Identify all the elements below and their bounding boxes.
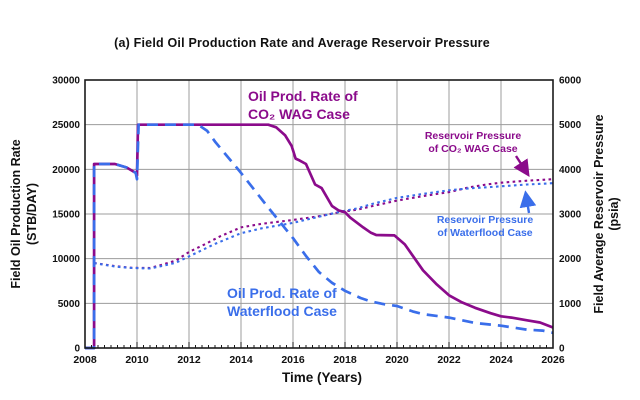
y-right-tick-label: 0 — [559, 344, 565, 355]
label-pressure-waterflood-line2: of Waterflood Case — [437, 227, 532, 239]
x-tick-label: 2016 — [281, 354, 305, 366]
label-pressure-wag-line2: of CO₂ WAG Case — [428, 143, 517, 155]
y-left-tick-label: 25000 — [52, 120, 80, 131]
x-tick-label: 2024 — [489, 354, 513, 366]
x-tick-label: 2008 — [73, 354, 97, 366]
label-oil-prod-waterflood-line1: Oil Prod. Rate of — [227, 285, 337, 301]
x-tick-label: 2014 — [229, 354, 253, 366]
y-right-tick-label: 1000 — [559, 299, 582, 310]
y-right-tick-label: 4000 — [559, 165, 582, 176]
x-tick-label: 2026 — [541, 354, 565, 366]
arrow-to-waterflood-pressure — [519, 190, 537, 214]
y-right-axis-title: Field Average Reservoir Pressure — [592, 114, 606, 313]
y-right-axis-units: (psia) — [607, 197, 621, 230]
series-reservoir-pressure-waterflood — [93, 182, 554, 270]
label-oil-prod-wag-line1: Oil Prod. Rate of — [248, 88, 358, 104]
y-left-tick-label: 10000 — [52, 254, 80, 265]
chart-title: (a) Field Oil Production Rate and Averag… — [114, 36, 490, 50]
y-left-tick-label: 30000 — [52, 76, 80, 87]
y-right-tick-label: 2000 — [559, 254, 582, 265]
label-pressure-waterflood-line1: Reservoir Pressure — [437, 214, 533, 226]
x-axis-title: Time (Years) — [282, 370, 362, 385]
label-oil-prod-waterflood-line2: Waterflood Case — [227, 303, 337, 319]
x-tick-label: 2010 — [125, 354, 149, 366]
x-tick-label: 2012 — [177, 354, 201, 366]
y-right-tick-label: 5000 — [559, 120, 582, 131]
y-right-tick-label: 6000 — [559, 76, 582, 87]
series-oil-prod-rate-waterflood — [85, 123, 554, 350]
y-left-axis-units: (STB/DAY) — [25, 183, 39, 245]
label-pressure-wag-line1: Reservoir Pressure — [425, 130, 521, 142]
y-left-tick-label: 0 — [74, 344, 80, 355]
arrow-to-wag-pressure — [513, 155, 530, 178]
label-oil-prod-wag-line2: CO₂ WAG Case — [248, 106, 350, 122]
x-tick-label: 2020 — [385, 354, 409, 366]
y-left-axis-title: Field Oil Production Rate — [9, 139, 23, 288]
x-tick-label: 2018 — [333, 354, 357, 366]
y-right-tick-label: 3000 — [559, 210, 582, 221]
y-left-tick-label: 5000 — [58, 299, 81, 310]
y-left-tick-label: 15000 — [52, 210, 80, 221]
series-reservoir-pressure-co2-wag — [93, 178, 554, 270]
x-tick-label: 2022 — [437, 354, 461, 366]
y-left-tick-label: 20000 — [52, 165, 80, 176]
